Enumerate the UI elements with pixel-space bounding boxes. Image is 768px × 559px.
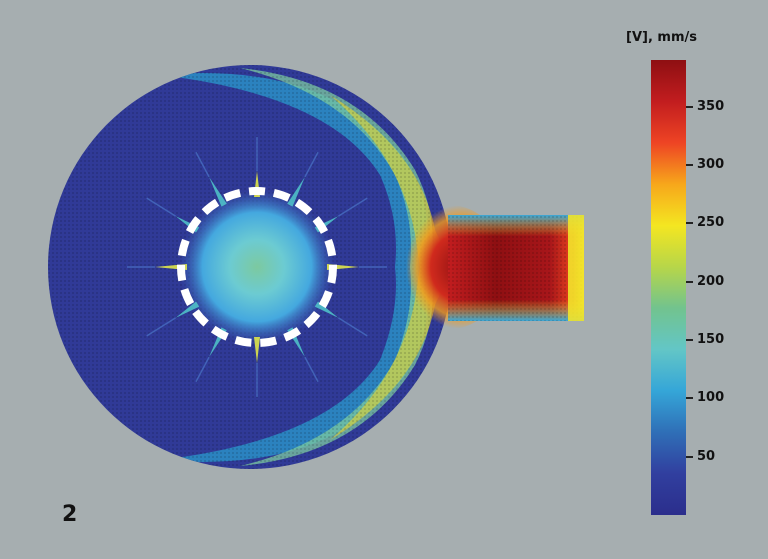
jet-streak: [195, 356, 210, 383]
nozzle-jet: [209, 176, 227, 207]
jet-streak: [338, 317, 368, 337]
colorbar-tick-label: 300: [697, 157, 725, 172]
colorbar-tick-label: 200: [697, 273, 725, 289]
jet-streak: [304, 151, 319, 178]
colorbar-tick-label: 250: [697, 215, 725, 231]
colorbar-tick-mark: [686, 397, 693, 400]
nozzle-jet: [287, 176, 305, 207]
colorbar-tick-label: 100: [697, 390, 725, 406]
nozzle-jet: [175, 301, 200, 318]
colorbar-tick-mark: [686, 339, 693, 341]
jet-streak: [195, 151, 210, 178]
colorbar-tick-mark: [686, 455, 693, 458]
nozzle-jet: [314, 301, 339, 318]
colorbar-tick-label: 150: [697, 332, 725, 347]
figure-number: 2: [62, 502, 78, 527]
jet-streak: [304, 356, 319, 383]
jet-streak: [338, 197, 368, 217]
jet-streak: [146, 197, 176, 217]
nozzle-jet: [254, 337, 260, 363]
colorbar: [651, 60, 686, 515]
colorbar-tick-mark: [686, 222, 693, 225]
injector-ring: [177, 187, 337, 347]
colorbar-tick-label: 50: [697, 448, 716, 464]
colorbar-title: [V], mm/s: [626, 30, 697, 45]
jet-streak: [146, 317, 176, 337]
colorbar-tick-label: 350: [697, 98, 725, 114]
colorbar-tick-mark: [686, 164, 693, 166]
center-region: [179, 189, 335, 345]
colorbar-tick-mark: [686, 280, 693, 283]
colorbar-tick-mark: [686, 105, 693, 108]
